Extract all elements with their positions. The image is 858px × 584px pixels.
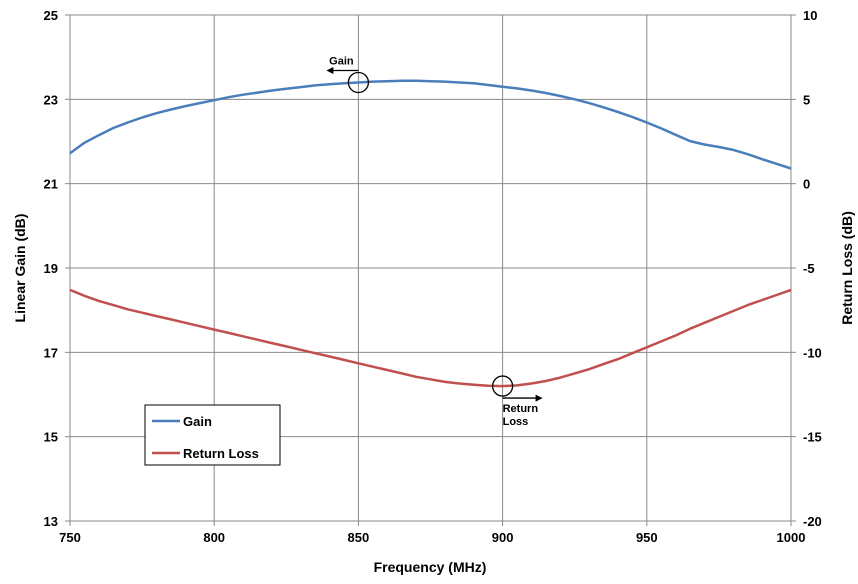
- annotation-circle: [491, 375, 514, 397]
- y-right-tick-label: -5: [803, 261, 815, 276]
- y-right-tick-label: 10: [803, 8, 817, 23]
- y-left-tick-label: 15: [44, 430, 58, 445]
- x-tick-label: 850: [348, 530, 370, 545]
- legend: Gain Return Loss: [144, 404, 281, 466]
- y-right-axis-ticks: -20 -15 -10 -5 0 5 10: [791, 8, 822, 529]
- x-tick-label: 750: [59, 530, 81, 545]
- legend-box: [144, 404, 281, 466]
- y-left-tick-label: 21: [44, 177, 58, 192]
- annotation-label: Return: [503, 403, 539, 415]
- y-right-tick-label: -10: [803, 345, 822, 360]
- annotation-arrowhead: [326, 66, 334, 74]
- y-left-tick-label: 23: [44, 92, 58, 107]
- x-tick-label: 1000: [777, 530, 806, 545]
- y-left-axis-title: Linear Gain (dB): [12, 214, 28, 323]
- x-tick-label: 950: [636, 530, 658, 545]
- annotation-label-line2: Loss: [503, 416, 529, 428]
- annotation-circle: [347, 71, 370, 94]
- y-right-tick-label: -15: [803, 430, 822, 445]
- y-left-tick-label: 19: [44, 261, 58, 276]
- annotation-arrowhead: [535, 394, 543, 402]
- y-right-tick-label: 5: [803, 92, 810, 107]
- series-layer: [69, 79, 792, 388]
- x-axis-title: Frequency (MHz): [374, 559, 487, 575]
- series-line-return-loss: [69, 288, 792, 388]
- x-axis-ticks: 750 800 850 900 950 1000: [59, 521, 805, 545]
- y-right-tick-label: 0: [803, 177, 810, 192]
- y-left-tick-label: 17: [44, 345, 58, 360]
- legend-label-gain: Gain: [183, 414, 212, 429]
- y-right-axis-title: Return Loss (dB): [839, 211, 855, 325]
- y-left-tick-label: 25: [44, 8, 58, 23]
- series-line-gain: [69, 79, 792, 170]
- y-left-tick-label: 13: [44, 514, 58, 529]
- y-left-axis-ticks: 13 15 17 19 21 23 25: [44, 8, 70, 529]
- x-tick-label: 900: [492, 530, 514, 545]
- legend-label-return-loss: Return Loss: [183, 446, 259, 461]
- y-right-tick-label: -20: [803, 514, 822, 529]
- x-tick-label: 800: [203, 530, 225, 545]
- annotation-label: Gain: [329, 55, 354, 67]
